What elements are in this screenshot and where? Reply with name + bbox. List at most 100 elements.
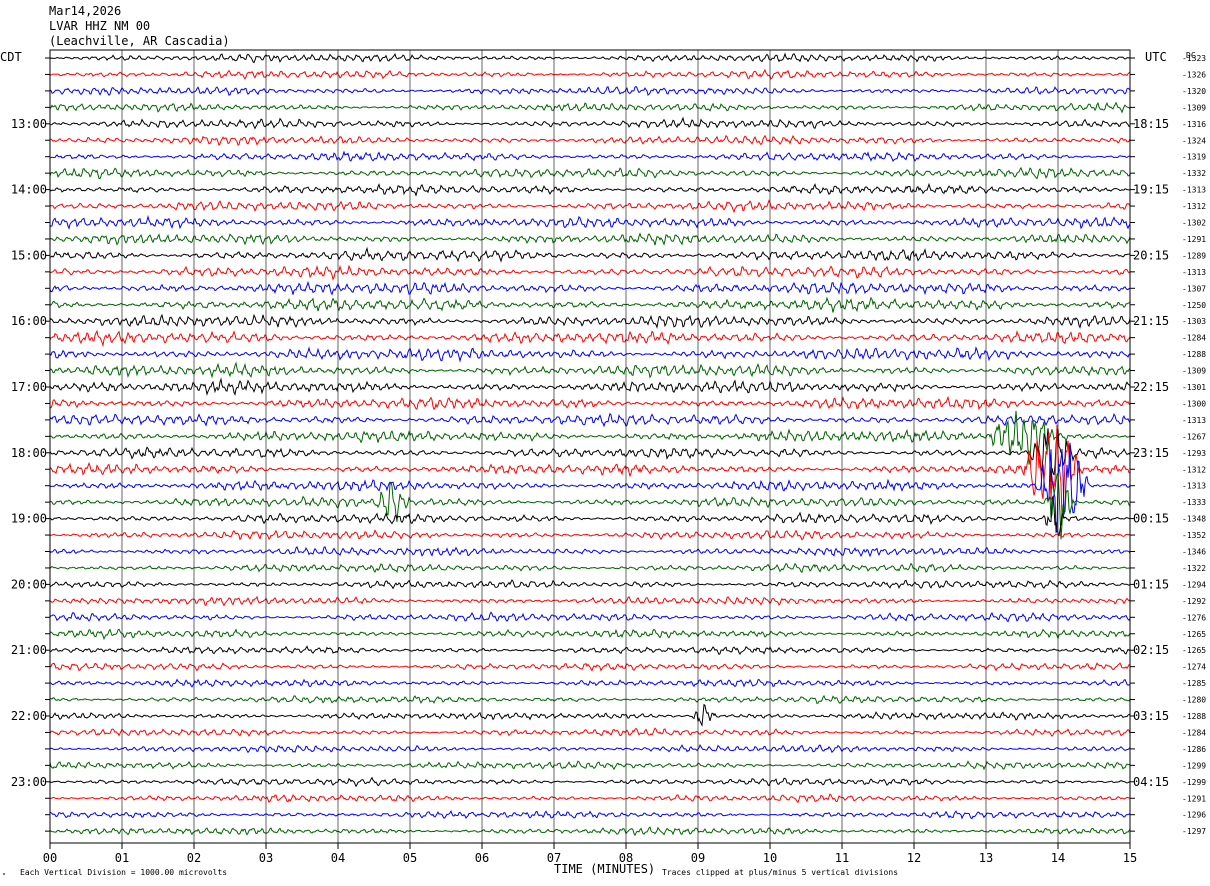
dc-offset-label: -1265 — [1182, 630, 1206, 639]
header-location: (Leachville, AR Cascadia) — [49, 34, 230, 48]
dc-offset-label: -1316 — [1182, 120, 1206, 129]
dc-offset-label: -1302 — [1182, 219, 1206, 228]
dc-offset-label: -1326 — [1182, 70, 1206, 79]
x-tick-label: 15 — [1123, 851, 1137, 865]
left-hour-label: 15:00 — [11, 248, 47, 262]
dc-offset-label: -1312 — [1182, 202, 1206, 211]
dc-offset-label: -1299 — [1182, 778, 1206, 787]
trace-row-32 — [49, 579, 1131, 590]
trace-row-14 — [49, 280, 1131, 296]
trace-row-16 — [49, 313, 1131, 329]
x-tick-label: 08 — [619, 851, 633, 865]
dc-offset-label: -1291 — [1182, 794, 1206, 803]
right-hour-label: 18:15 — [1133, 117, 1169, 131]
trace-row-43 — [49, 760, 1131, 771]
dc-offset-label: -1346 — [1182, 548, 1206, 557]
trace-row-26 — [49, 442, 1131, 533]
dc-offset-label: -1294 — [1182, 580, 1206, 589]
trace-row-24 — [49, 428, 1131, 482]
dc-offset-label: -1332 — [1182, 169, 1206, 178]
trace-row-8 — [49, 182, 1131, 197]
right-tz-label: UTC — [1145, 50, 1167, 64]
trace-row-12 — [49, 246, 1131, 263]
trace-row-38 — [49, 678, 1131, 688]
trace-row-10 — [49, 214, 1131, 230]
x-tick-label: 10 — [763, 851, 777, 865]
dc-offset-label: -1288 — [1182, 350, 1206, 359]
left-hour-label: 17:00 — [11, 380, 47, 394]
trace-row-17 — [49, 329, 1131, 348]
trace-row-27 — [49, 472, 1131, 540]
dc-offset-label: -1286 — [1182, 745, 1206, 754]
left-hour-label: 22:00 — [11, 709, 47, 723]
trace-row-31 — [49, 562, 1131, 574]
trace-row-19 — [49, 361, 1131, 379]
seismic-traces — [49, 52, 1131, 837]
trace-row-25 — [49, 424, 1131, 519]
left-hour-label: 18:00 — [11, 446, 47, 460]
trace-row-46 — [49, 810, 1131, 820]
trace-row-37 — [49, 662, 1130, 672]
clip-note: Traces clipped at plus/minus 5 vertical … — [662, 868, 898, 877]
x-tick-label: 00 — [43, 851, 57, 865]
left-hour-label: 13:00 — [11, 117, 47, 131]
x-tick-label: 04 — [331, 851, 345, 865]
x-tick-label: 14 — [1051, 851, 1065, 865]
trace-row-15 — [49, 296, 1131, 313]
dc-offset-label: -1284 — [1182, 334, 1206, 343]
x-tick-label: 13 — [979, 851, 993, 865]
dc-offset-label: -1309 — [1182, 367, 1206, 376]
dc-offset-label: -1309 — [1182, 103, 1206, 112]
trace-row-44 — [49, 776, 1131, 788]
trace-row-13 — [49, 264, 1131, 281]
dc-offset-label: -1352 — [1182, 531, 1206, 540]
trace-row-45 — [49, 793, 1130, 804]
dc-offset-label: -1292 — [1182, 597, 1206, 606]
right-hour-label: 23:15 — [1133, 446, 1169, 460]
dc-offset-label: -1280 — [1182, 696, 1206, 705]
dc-offset-label: -1288 — [1182, 712, 1206, 721]
right-hour-label: 21:15 — [1133, 314, 1169, 328]
dc-offset-label: -1324 — [1182, 136, 1206, 145]
right-hour-label: 22:15 — [1133, 380, 1169, 394]
trace-row-47 — [49, 826, 1131, 837]
trace-row-9 — [49, 199, 1131, 214]
dc-label: DC — [1186, 51, 1196, 60]
dc-offset-label: -1348 — [1182, 515, 1206, 524]
dc-offset-label: -1296 — [1182, 811, 1206, 820]
trace-row-7 — [49, 166, 1131, 180]
x-tick-label: 07 — [547, 851, 561, 865]
trace-row-34 — [49, 611, 1131, 623]
left-hour-label: 16:00 — [11, 314, 47, 328]
dc-offset-label: -1300 — [1182, 399, 1206, 408]
dc-offset-label: -1312 — [1182, 465, 1206, 474]
x-tick-label: 06 — [475, 851, 489, 865]
dc-offset-label: -1319 — [1182, 153, 1206, 162]
x-axis-title: TIME (MINUTES) — [554, 862, 655, 876]
dc-offset-label: -1297 — [1182, 827, 1206, 836]
dc-offset-label: -1320 — [1182, 87, 1206, 96]
trace-row-23 — [49, 410, 1131, 465]
trace-row-28 — [49, 496, 1131, 537]
left-hour-label: 14:00 — [11, 183, 47, 197]
trace-row-3 — [49, 101, 1131, 114]
dc-offset-label: -1267 — [1182, 432, 1206, 441]
dc-offset-label: -1250 — [1182, 301, 1206, 310]
x-tick-label: 02 — [187, 851, 201, 865]
dc-offset-label: -1293 — [1182, 449, 1206, 458]
dc-offset-label: -1285 — [1182, 679, 1206, 688]
trace-row-20 — [49, 377, 1131, 397]
right-hour-label: 04:15 — [1133, 775, 1169, 789]
trace-row-4 — [49, 116, 1131, 130]
left-hour-label: 21:00 — [11, 643, 47, 657]
left-hour-label: 20:00 — [11, 577, 47, 591]
trace-row-18 — [49, 346, 1131, 363]
dc-offset-label: -1284 — [1182, 728, 1206, 737]
axis-labels: 00 01 02 03 04 05 06 07 08 09 10 11 12 13 14 15 13:00 14:… — [11, 54, 1206, 865]
x-tick-label: 05 — [403, 851, 417, 865]
dc-offset-label: -1303 — [1182, 317, 1206, 326]
x-tick-label: 09 — [691, 851, 705, 865]
left-hour-label: 19:00 — [11, 512, 47, 526]
right-hour-label: 20:15 — [1133, 248, 1169, 262]
